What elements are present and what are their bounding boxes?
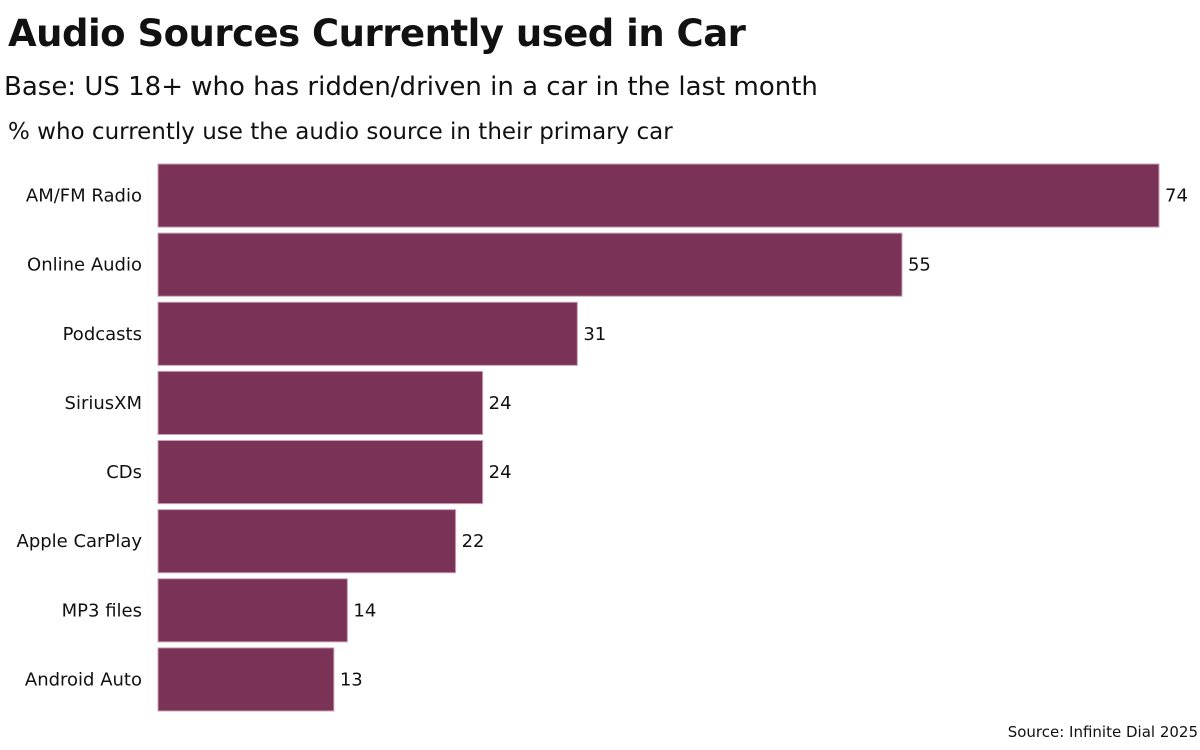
chart-title: Audio Sources Currently used in Car [8,12,746,55]
chart-subtitle: Base: US 18+ who has ridden/driven in a … [4,72,818,102]
value-label: 74 [1165,186,1188,207]
category-label: Podcasts [63,324,142,345]
value-label: 55 [908,255,931,276]
value-label: 31 [583,324,606,345]
value-label: 22 [462,531,485,552]
source-note: Source: Infinite Dial 2025 [1007,723,1198,741]
category-label: SiriusXM [65,393,142,414]
value-label: 13 [340,669,363,690]
value-label: 14 [353,600,376,621]
bar-online-audio [157,232,903,297]
bar-apple-carplay [157,509,457,574]
bar-mp3-files [157,578,348,643]
category-label: AM/FM Radio [26,186,142,207]
chart-caption: % who currently use the audio source in … [8,119,673,145]
bar-am-fm-radio [157,163,1160,228]
category-label: Apple CarPlay [17,531,143,552]
bar-siriusxm [157,370,484,435]
category-label: Online Audio [27,255,142,276]
value-label: 24 [489,462,512,483]
category-label: Android Auto [25,669,142,690]
bar-android-auto [157,647,335,712]
category-label: MP3 files [62,600,142,621]
value-label: 24 [489,393,512,414]
category-label: CDs [106,462,142,483]
bar-cds [157,440,484,505]
bar-podcasts [157,301,578,366]
